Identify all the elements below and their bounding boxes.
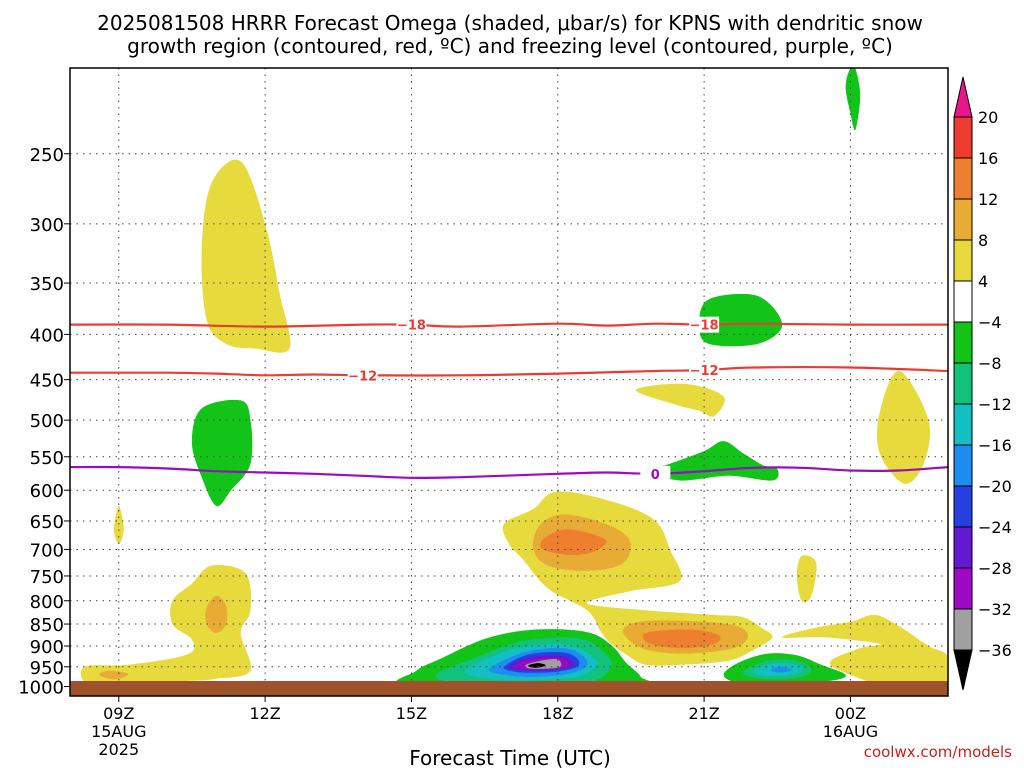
y-tick-label-550: 550 [30,448,64,469]
omega-region-14 [876,370,931,484]
colorbar-label-4: 8 [978,231,988,250]
y-tick-label-250: 250 [30,145,64,166]
contour-label-minus-18-1: −18 [397,319,426,334]
contour-label-minus-12-1: −12 [348,369,377,384]
y-tick-label-750: 750 [30,567,64,588]
plot-border [69,67,949,697]
x-tick-label-18z-1: 18Z [542,704,573,723]
x-axis-label: Forecast Time (UTC) [409,746,611,768]
omega-region-11 [642,629,721,649]
colorbar-top-triangle [953,76,973,118]
x-tick-label-00z-1: 00Z [835,704,866,723]
y-tick-label-900: 900 [30,637,64,658]
omega-region-5 [205,595,228,633]
title-block: 2025081508 HRRR Forecast Omega (shaded, … [97,11,923,58]
y-tick-label-450: 450 [30,371,64,392]
colorbar-label-6: −4 [978,313,1002,332]
omega-region-12 [796,555,817,603]
x-tick-label-15z-1: 15Z [396,704,427,723]
colorbar-box-4 [953,239,973,282]
colorbar-box-7 [953,362,973,405]
contour-label-bg-minus-18-1 [396,316,427,333]
colorbar-label-9: −16 [978,436,1012,455]
chart-title-line1: 2025081508 HRRR Forecast Omega (shaded, … [97,11,923,35]
omega-region-31 [771,666,792,673]
omega-region-16 [699,293,783,347]
colorbar-box-9 [953,444,973,487]
omega-region-17 [650,441,779,481]
omega-region-3 [113,505,124,544]
omega-region-13 [782,614,948,690]
colorbar-label-5: 4 [978,272,988,291]
y-tick-label-700: 700 [30,540,64,561]
omega-region-2 [191,399,253,507]
y-tick-label-400: 400 [30,325,64,346]
temperature-contours: −18 −18 −12 −12 0 [70,316,948,483]
omega-region-4 [80,565,252,686]
colorbar-box-10 [953,485,973,528]
x-tick-label-12z-1: 12Z [249,704,280,723]
colorbar-label-12: −28 [978,559,1012,578]
colorbar-bottom-triangle [953,649,973,691]
contour-label-0-1: 0 [651,468,660,483]
colorbar-box-2 [953,157,973,200]
colorbar-box-3 [953,198,973,241]
colorbar-label-7: −8 [978,354,1002,373]
y-tick-label-500: 500 [30,411,64,432]
contour-label-bg-0-1 [640,465,671,482]
contour-label-bg-minus-12-1 [347,367,378,384]
y-tick-label-800: 800 [30,592,64,613]
omega-region-6 [99,670,129,680]
colorbar-box-6 [953,321,973,364]
contour-label-bg-minus-18-2 [689,316,720,333]
contour-label-minus-18-2: −18 [690,319,719,334]
omega-region-9 [540,529,607,555]
y-tick-label-300: 300 [30,215,64,236]
colorbar-label-11: −24 [978,518,1012,537]
colorbar-label-13: −32 [978,600,1012,619]
colorbar-box-8 [953,403,973,446]
y-tick-label-950: 950 [30,658,64,679]
contour-0 [70,465,948,480]
x-tick-label-09z-2: 15AUG [91,722,146,741]
contour-minus-12 [70,366,948,377]
colorbar-box-12 [953,567,973,610]
colorbar-label-1: 20 [978,108,998,127]
colorbar-box-1 [953,116,973,159]
colorbar-label-2: 16 [978,149,998,168]
y-axis: 2503003504004505005506006507007508008509… [18,145,70,699]
contour-minus-18 [70,322,948,328]
colorbar-label-14: −36 [978,641,1012,660]
y-tick-label-650: 650 [30,512,64,533]
y-tick-label-850: 850 [30,615,64,636]
colorbar-box-5 [953,280,973,323]
colorbar: 20 16 12 8 4 −4 −8 −12 −16 −20 −24 −28 −32 −36 [953,76,1012,691]
colorbar-label-3: 12 [978,190,998,209]
omega-region-18 [845,68,861,131]
x-tick-label-00z-2: 16AUG [823,722,878,741]
colorbar-box-11 [953,526,973,569]
plot-area: −18 −18 −12 −12 0 [69,67,949,697]
x-tick-label-09z-1: 09Z [103,704,134,723]
omega-region-1 [201,159,291,353]
y-tick-label-600: 600 [30,481,64,502]
colorbar-box-13 [953,608,973,651]
x-tick-label-09z-3: 2025 [98,740,139,759]
watermark: coolwx.com/models [864,743,1012,761]
x-tick-label-21z-1: 21Z [688,704,719,723]
colorbar-label-10: −20 [978,477,1012,496]
contour-label-minus-12-2: −12 [690,364,719,379]
y-tick-label-350: 350 [30,274,64,295]
chart-title-line2: growth region (contoured, red, ºC) and f… [127,34,893,58]
omega-region-15 [635,383,725,417]
contour-label-bg-minus-12-2 [689,362,720,379]
ground-surface [70,681,948,696]
y-tick-label-1000: 1000 [18,678,64,699]
colorbar-label-8: −12 [978,395,1012,414]
grid [70,68,948,696]
